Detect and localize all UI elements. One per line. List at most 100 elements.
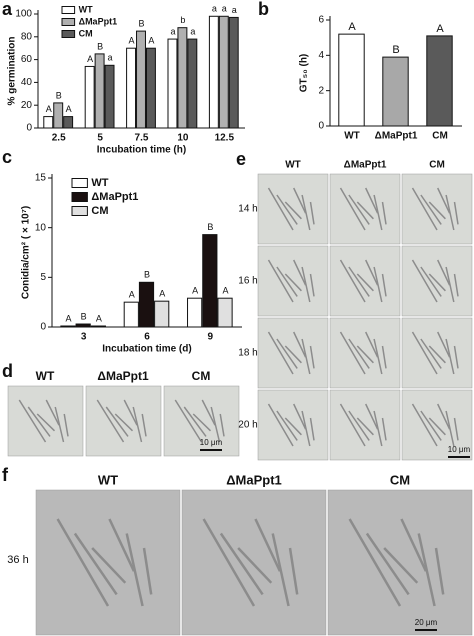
hypha — [348, 338, 370, 369]
hypha — [356, 201, 374, 220]
hypha — [445, 194, 455, 231]
bar — [187, 297, 203, 328]
hypha — [420, 410, 442, 441]
hypha — [18, 399, 47, 443]
hypha — [445, 266, 455, 303]
legend-label: WT — [79, 4, 93, 14]
hypha — [365, 259, 379, 286]
hypha — [309, 273, 315, 297]
hypha — [365, 187, 379, 214]
y-tick-label: 100 — [15, 9, 32, 20]
hypha — [339, 403, 366, 447]
x-tick-label: 3 — [81, 332, 87, 343]
legend-swatch — [61, 30, 76, 38]
significance-letter: b — [180, 15, 185, 25]
bar — [338, 33, 365, 127]
significance-letter: a — [222, 4, 227, 14]
hypha — [105, 406, 129, 437]
significance-letter: a — [212, 4, 217, 14]
hypha — [356, 417, 374, 436]
hypha — [453, 345, 459, 369]
hypha — [219, 532, 264, 596]
y-tick-label: 6 — [318, 15, 324, 26]
hypha — [284, 273, 302, 292]
hypha — [453, 201, 459, 225]
hypha — [356, 273, 374, 292]
row-label: 18 h — [238, 348, 257, 359]
legend-label: ΔMaPpt1 — [91, 191, 138, 203]
x-tick-label: 10 — [177, 133, 189, 144]
hypha — [288, 547, 299, 595]
bar — [126, 47, 137, 129]
bar — [426, 35, 453, 127]
hypha — [348, 410, 370, 441]
panel-label: d — [2, 361, 13, 381]
bar — [187, 38, 198, 129]
hypha — [381, 273, 387, 297]
bar — [167, 38, 178, 129]
hypha — [96, 399, 125, 443]
bar — [53, 102, 64, 129]
significance-letter: B — [392, 44, 399, 56]
hypha — [437, 187, 451, 214]
hypha — [373, 338, 383, 375]
micrograph — [35, 489, 181, 636]
micrograph — [327, 489, 473, 636]
hypha — [437, 403, 451, 430]
hypha — [373, 410, 383, 447]
legend-swatch — [71, 206, 88, 216]
significance-letter: B — [81, 311, 87, 321]
hypha — [301, 410, 311, 447]
hypha — [420, 266, 442, 297]
y-tick-label: 5 — [40, 272, 46, 283]
bar — [123, 301, 139, 328]
hypha — [174, 399, 203, 443]
y-tick-label: 80 — [21, 31, 33, 42]
hypha — [108, 518, 136, 572]
hypha — [254, 518, 282, 572]
hypha — [339, 187, 366, 231]
hypha — [267, 331, 294, 375]
hypha — [437, 331, 451, 358]
bar — [217, 297, 233, 328]
hypha — [219, 413, 225, 437]
hypha — [434, 547, 445, 595]
significance-letter: A — [192, 286, 198, 296]
hypha — [373, 266, 383, 303]
hypha — [348, 194, 370, 225]
y-tick-label: 10 — [35, 222, 47, 233]
hypha — [348, 266, 370, 297]
hypha — [445, 410, 455, 447]
hypha — [365, 331, 379, 358]
column-label: WT — [36, 369, 55, 383]
bar — [154, 300, 170, 328]
significance-letter: B — [144, 270, 150, 280]
hypha — [381, 417, 387, 441]
hypha — [339, 259, 366, 303]
bar — [63, 116, 74, 129]
hypha — [373, 194, 383, 231]
significance-letter: A — [223, 286, 229, 296]
bar — [382, 56, 409, 127]
legend-label: CM — [91, 205, 108, 217]
hypha — [293, 403, 307, 430]
column-label: CM — [192, 369, 211, 383]
bar — [104, 64, 115, 129]
x-tick-label: 7.5 — [135, 133, 149, 144]
column-label: CM — [390, 472, 410, 487]
hypha — [267, 259, 294, 303]
significance-letter: a — [232, 5, 237, 15]
significance-letter: A — [148, 36, 154, 46]
bar — [177, 27, 188, 129]
legend-swatch — [71, 178, 88, 188]
significance-letter: a — [170, 26, 175, 36]
significance-letter: A — [66, 104, 72, 114]
y-tick-label: 0 — [318, 121, 324, 132]
hypha — [237, 547, 273, 584]
legend-swatch — [61, 6, 76, 14]
legend-label: ΔMaPpt1 — [79, 16, 117, 26]
legend-label: CM — [79, 28, 93, 38]
bar — [136, 30, 146, 129]
hypha — [411, 403, 438, 447]
